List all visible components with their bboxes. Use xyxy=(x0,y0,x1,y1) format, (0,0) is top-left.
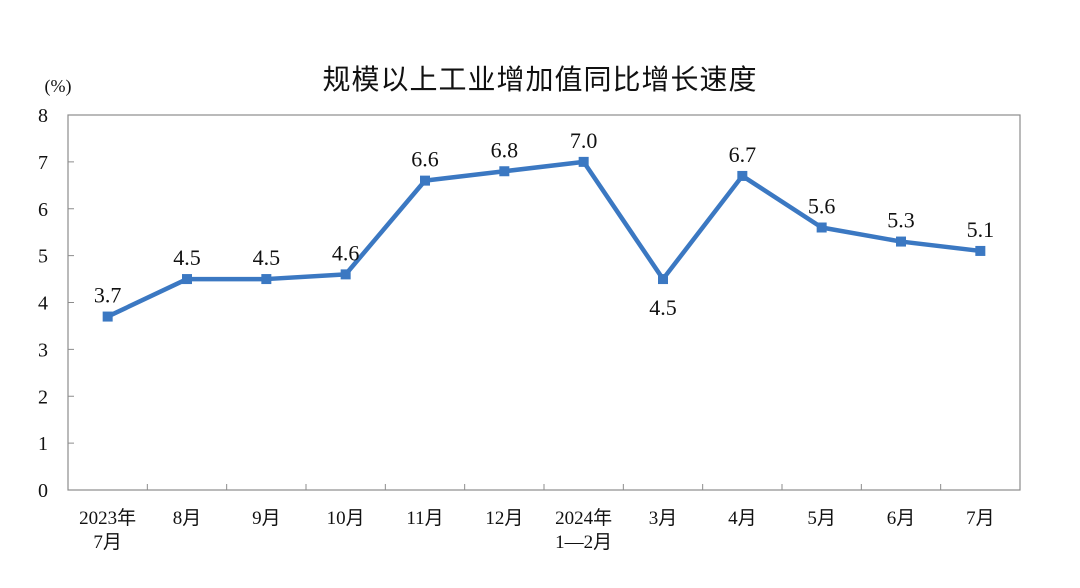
data-point xyxy=(102,311,113,322)
y-tick-label: 6 xyxy=(38,199,48,221)
chart-title: 规模以上工业增加值同比增长速度 xyxy=(322,63,758,96)
y-tick-label: 4 xyxy=(38,293,48,315)
data-label: 4.6 xyxy=(332,240,360,265)
data-point xyxy=(261,274,272,285)
y-tick-label: 1 xyxy=(38,433,48,455)
x-tick-label: 9月 xyxy=(252,508,281,529)
data-label: 4.5 xyxy=(253,245,281,270)
data-point xyxy=(578,156,589,167)
y-tick-label: 5 xyxy=(38,246,48,268)
data-point xyxy=(340,269,351,280)
x-tick-label: 10月 xyxy=(327,508,365,529)
x-tick-label: 1—2月 xyxy=(555,532,612,553)
x-tick-label: 7月 xyxy=(966,508,995,529)
data-point xyxy=(420,175,430,186)
data-label: 4.5 xyxy=(649,295,677,320)
x-tick-label: 6月 xyxy=(887,508,916,529)
y-tick-label: 2 xyxy=(38,386,48,408)
x-tick-label: 2023年 xyxy=(79,507,136,529)
x-tick-label: 8月 xyxy=(173,508,202,529)
y-tick-label: 3 xyxy=(38,339,48,361)
data-point xyxy=(737,170,748,181)
data-point xyxy=(658,274,668,285)
x-tick-label: 11月 xyxy=(406,508,443,529)
data-label: 6.7 xyxy=(729,142,757,167)
data-point xyxy=(896,236,906,247)
data-label: 7.0 xyxy=(570,128,598,153)
data-label: 5.6 xyxy=(808,194,836,219)
data-label: 3.7 xyxy=(94,283,122,308)
y-tick-label: 7 xyxy=(38,152,48,174)
data-label: 5.3 xyxy=(887,208,915,233)
data-label: 6.8 xyxy=(491,137,519,162)
x-tick-label: 2024年 xyxy=(555,507,612,529)
y-tick-label: 0 xyxy=(38,480,48,502)
x-tick-label: 3月 xyxy=(649,508,678,529)
y-tick-label: 8 xyxy=(38,105,48,127)
plot-frame xyxy=(67,114,1021,491)
data-label: 5.1 xyxy=(967,217,995,242)
series-line xyxy=(105,159,983,319)
data-label: 6.6 xyxy=(411,147,439,172)
data-point xyxy=(499,166,510,177)
data-point xyxy=(975,245,986,256)
data-point xyxy=(182,274,192,285)
x-tick-label: 7月 xyxy=(93,532,122,553)
x-tick-label: 5月 xyxy=(807,508,836,529)
y-axis-unit: (%) xyxy=(45,76,72,97)
x-tick-label: 4月 xyxy=(728,508,757,529)
x-tick-label: 12月 xyxy=(485,508,523,529)
data-point xyxy=(816,222,827,233)
data-label: 4.5 xyxy=(173,245,201,270)
